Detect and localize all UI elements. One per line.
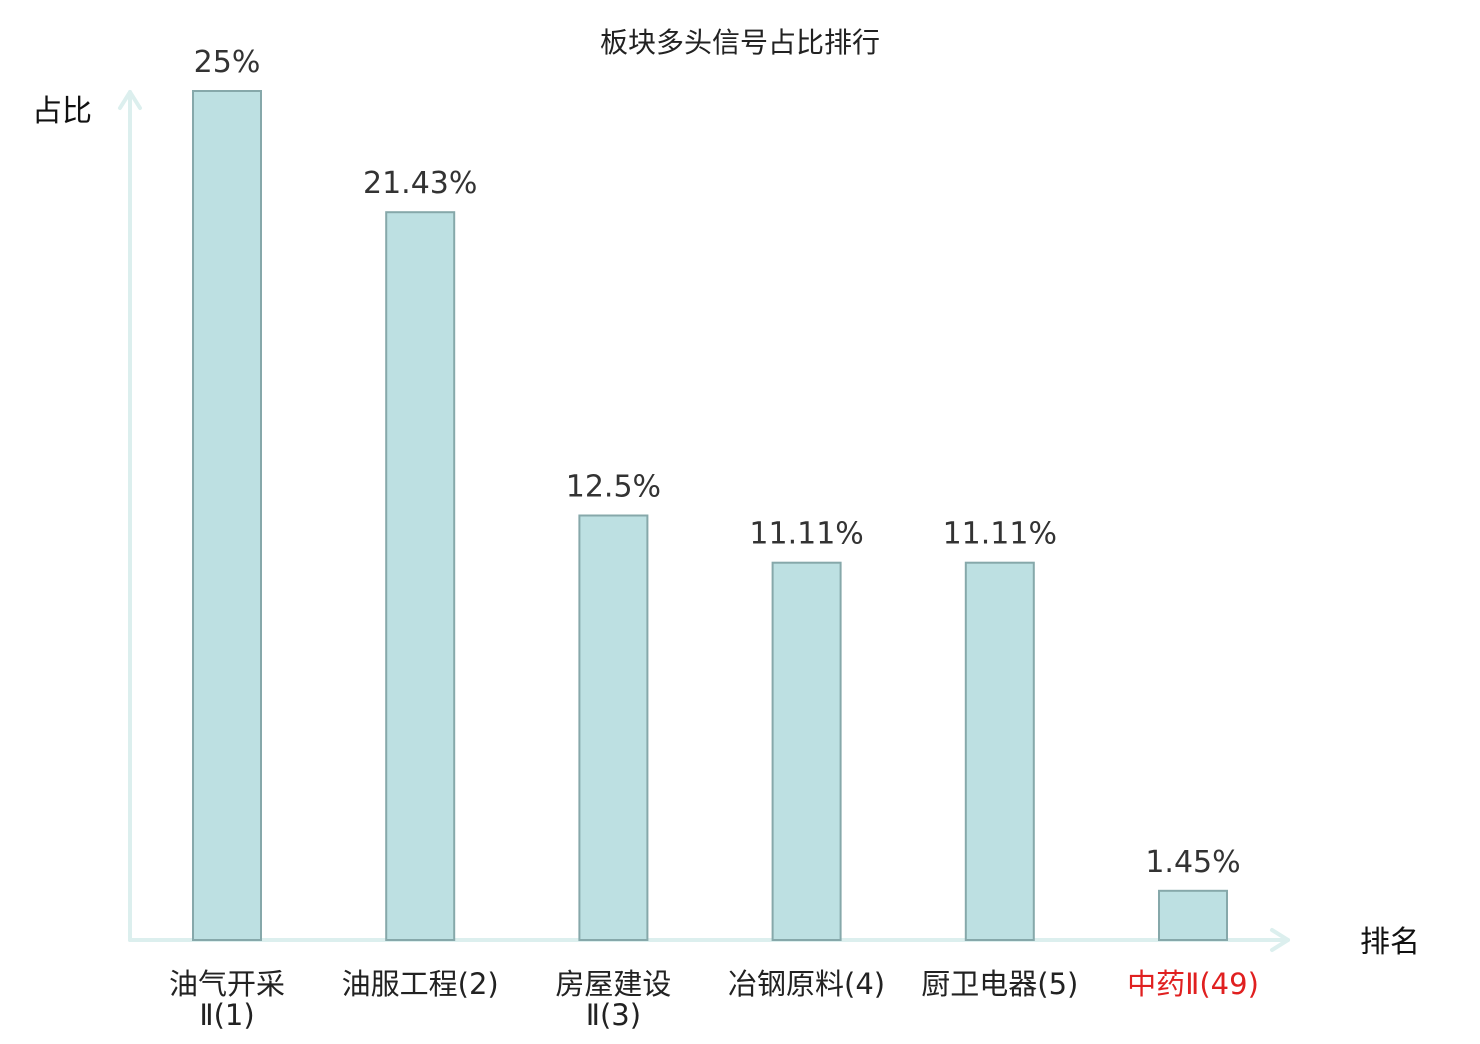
chart-title: 板块多头信号占比排行: [600, 26, 880, 59]
bar: [578, 514, 649, 941]
x-tick-label: 中药Ⅱ(49): [1127, 967, 1259, 1001]
bar-value-label: 21.43%: [363, 166, 477, 201]
bar: [385, 211, 456, 941]
bar: [1158, 889, 1228, 941]
bar-value-label: 1.45%: [1145, 845, 1240, 880]
x-tick-label: 厨卫电器(5): [921, 967, 1078, 1001]
x-tick-label: Ⅱ(3): [586, 998, 641, 1032]
bar-value-label: 11.11%: [943, 517, 1057, 552]
y-axis-arrow-icon: [118, 90, 142, 110]
x-tick-label: 油气开采: [169, 967, 285, 1001]
y-axis-label: 占比: [32, 94, 92, 129]
bar: [771, 561, 842, 941]
bar-value-label: 25%: [194, 45, 261, 80]
bar-value-label: 11.11%: [749, 517, 863, 552]
bar: [192, 90, 262, 941]
x-tick-label: 冶钢原料(4): [728, 967, 885, 1001]
bar: [964, 561, 1035, 941]
x-axis-arrow-icon: [1270, 928, 1290, 952]
x-tick-label: 房屋建设: [555, 967, 671, 1001]
bar-value-label: 12.5%: [566, 470, 661, 505]
x-tick-label: Ⅱ(1): [199, 998, 254, 1032]
x-axis-label: 排名: [1360, 925, 1420, 960]
x-tick-label: 油服工程(2): [342, 967, 499, 1001]
